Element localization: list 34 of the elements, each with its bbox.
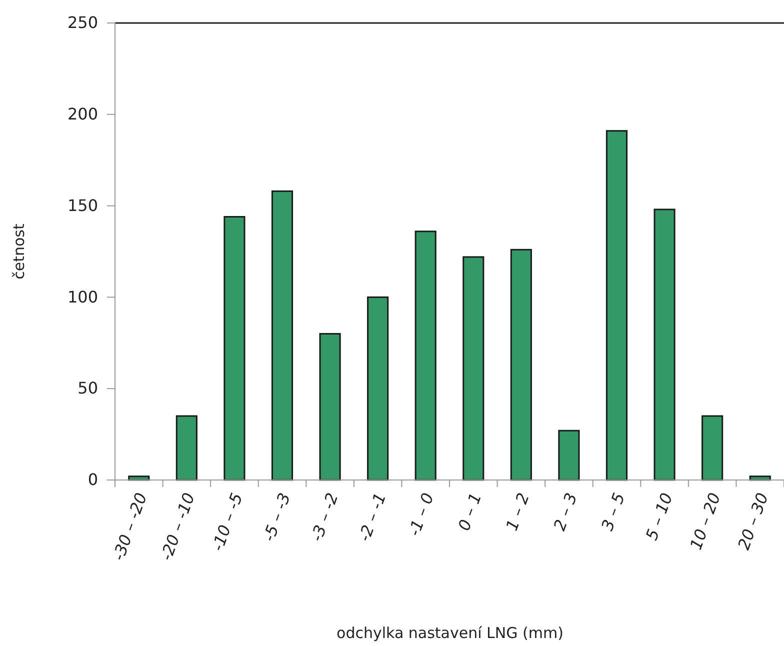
- bar: [558, 430, 580, 481]
- x-tick-label: -3 – -2: [306, 490, 342, 544]
- y-tick-label: 250: [67, 13, 98, 32]
- x-tick-label: 10 – 20: [686, 490, 724, 552]
- bar: [176, 415, 198, 481]
- bar: [462, 256, 484, 481]
- x-tick-label: 1 – 2: [502, 490, 534, 534]
- bar: [367, 296, 389, 481]
- y-tick-label: 100: [67, 287, 98, 306]
- x-tick-label: -30 – -20: [108, 490, 151, 564]
- bar: [510, 248, 532, 481]
- x-axis-title: odchylka nastavení LNG (mm): [336, 624, 564, 642]
- x-tick-label: 20 – 30: [734, 490, 772, 552]
- y-axis-title: četnost: [10, 224, 28, 280]
- bar: [319, 333, 341, 481]
- bar: [606, 130, 628, 481]
- y-tick-label: 50: [78, 378, 98, 398]
- bar: [654, 208, 676, 481]
- y-tick-label: 200: [67, 104, 98, 124]
- x-tick-label: -10 – -5: [208, 490, 246, 554]
- bar: [702, 415, 724, 481]
- x-tick-label: -20 – -10: [156, 490, 199, 564]
- y-tick-label: 150: [67, 196, 98, 215]
- x-tick-label: 2 – 3: [550, 490, 581, 534]
- bar: [414, 230, 436, 481]
- x-tick-label: 0 – 1: [454, 490, 486, 534]
- y-tick-label: 0: [88, 470, 98, 490]
- x-tick-label: 5 – 10: [642, 490, 676, 543]
- bar: [271, 190, 294, 481]
- bar: [224, 216, 246, 481]
- x-tick-label: -2 – -1: [354, 490, 390, 544]
- x-tick-label: 3 – 5: [598, 490, 629, 534]
- x-tick-label: -1 – 0: [404, 490, 438, 539]
- x-tick-label: -5 – -3: [259, 490, 294, 544]
